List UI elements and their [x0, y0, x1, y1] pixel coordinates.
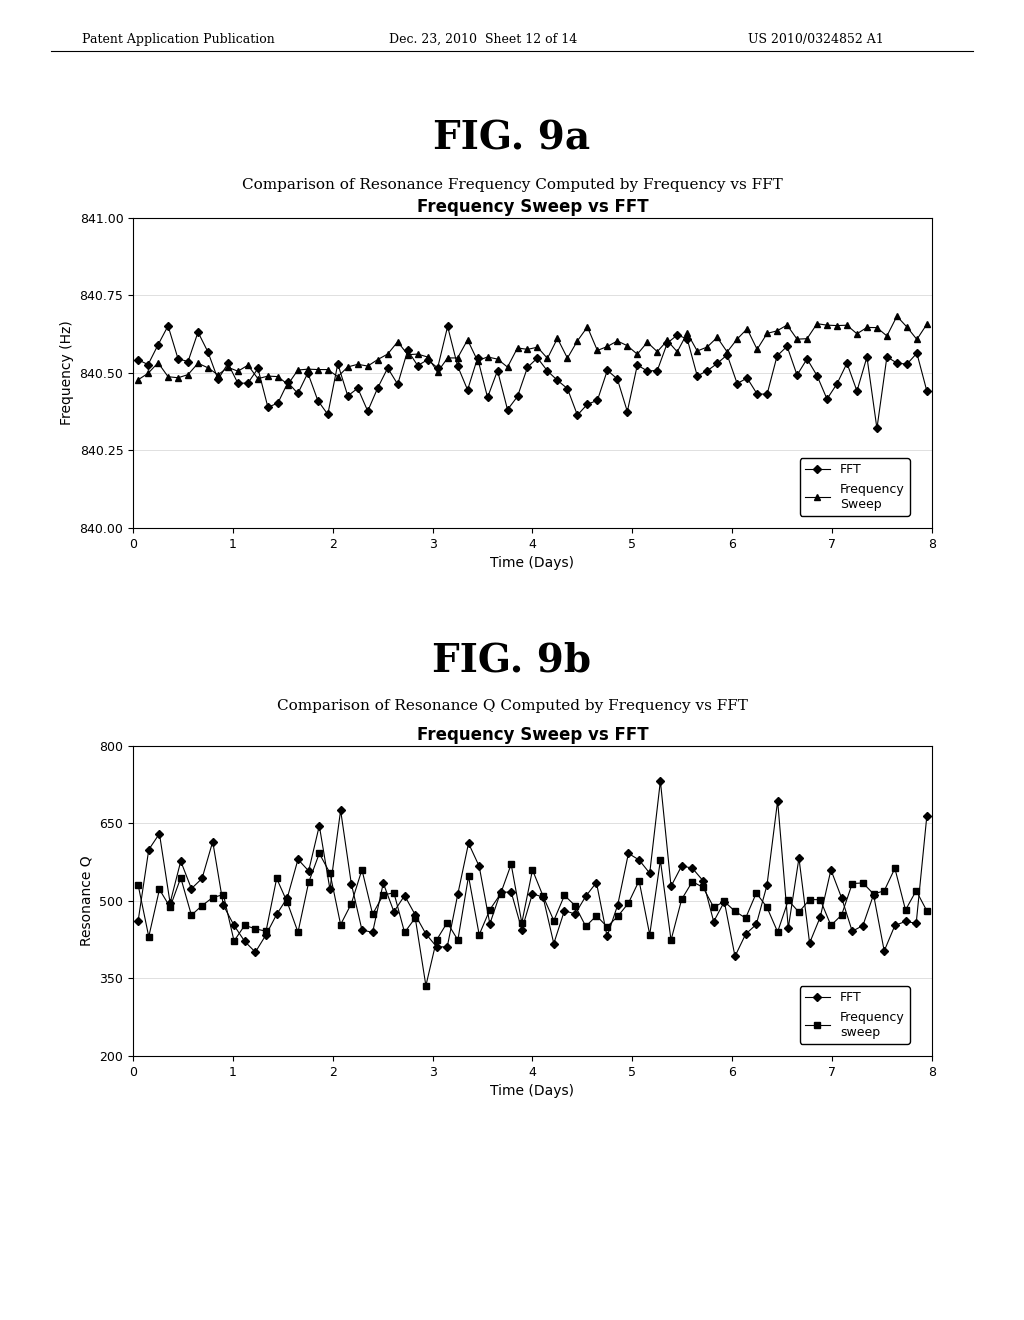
- FFT: [196, 870, 208, 886]
- Frequency
Sweep: [921, 317, 933, 333]
- X-axis label: Time (Days): Time (Days): [490, 556, 574, 570]
- FFT: [162, 318, 174, 334]
- Frequency
Sweep: [841, 317, 853, 333]
- FFT: [857, 917, 869, 933]
- FFT: [751, 916, 763, 932]
- Frequency
Sweep: [622, 338, 634, 354]
- FFT: [921, 808, 933, 824]
- Y-axis label: Resonance Q: Resonance Q: [80, 855, 94, 946]
- FFT: [492, 363, 504, 379]
- FFT: [681, 331, 693, 347]
- Frequency
Sweep: [492, 351, 504, 367]
- Legend: FFT, Frequency
sweep: FFT, Frequency sweep: [800, 986, 909, 1044]
- FFT: [841, 355, 853, 371]
- Frequency
Sweep: [282, 376, 294, 392]
- Text: FIG. 9a: FIG. 9a: [433, 120, 591, 157]
- FFT: [651, 363, 664, 379]
- Text: Patent Application Publication: Patent Application Publication: [82, 33, 274, 46]
- Frequency
sweep: [804, 891, 816, 907]
- Frequency
sweep: [782, 892, 795, 908]
- FFT: [921, 383, 933, 399]
- Title: Frequency Sweep vs FFT: Frequency Sweep vs FFT: [417, 726, 648, 744]
- Line: FFT: FFT: [135, 779, 930, 960]
- Frequency
Sweep: [611, 333, 624, 348]
- Text: Comparison of Resonance Q Computed by Frequency vs FFT: Comparison of Resonance Q Computed by Fr…: [276, 700, 748, 713]
- Frequency
sweep: [921, 903, 933, 919]
- Frequency
sweep: [751, 886, 763, 902]
- FFT: [654, 774, 667, 789]
- Frequency
sweep: [196, 898, 208, 913]
- Y-axis label: Frequency (Hz): Frequency (Hz): [60, 321, 74, 425]
- Frequency
sweep: [132, 876, 144, 892]
- FFT: [771, 793, 783, 809]
- FFT: [870, 421, 883, 437]
- Frequency
Sweep: [132, 372, 144, 388]
- Text: US 2010/0324852 A1: US 2010/0324852 A1: [748, 33, 884, 46]
- FFT: [622, 404, 634, 420]
- Line: Frequency
sweep: Frequency sweep: [135, 850, 930, 989]
- FFT: [132, 352, 144, 368]
- Legend: FFT, Frequency
Sweep: FFT, Frequency Sweep: [800, 458, 909, 516]
- Line: FFT: FFT: [135, 323, 930, 432]
- Frequency
sweep: [420, 978, 432, 994]
- Text: Comparison of Resonance Frequency Computed by Frequency vs FFT: Comparison of Resonance Frequency Comput…: [242, 178, 782, 191]
- Frequency
Sweep: [651, 343, 664, 359]
- Frequency
sweep: [771, 924, 783, 940]
- Frequency
Sweep: [891, 309, 903, 325]
- X-axis label: Time (Days): Time (Days): [490, 1084, 574, 1098]
- Title: Frequency Sweep vs FFT: Frequency Sweep vs FFT: [417, 198, 648, 216]
- FFT: [611, 371, 624, 387]
- Frequency
sweep: [313, 846, 326, 862]
- FFT: [782, 920, 795, 936]
- Line: Frequency
Sweep: Frequency Sweep: [135, 313, 930, 387]
- Text: Dec. 23, 2010  Sheet 12 of 14: Dec. 23, 2010 Sheet 12 of 14: [389, 33, 578, 46]
- Text: FIG. 9b: FIG. 9b: [432, 642, 592, 678]
- Frequency
sweep: [857, 875, 869, 891]
- FFT: [729, 948, 741, 964]
- Frequency
Sweep: [681, 325, 693, 341]
- FFT: [132, 913, 144, 929]
- FFT: [804, 935, 816, 950]
